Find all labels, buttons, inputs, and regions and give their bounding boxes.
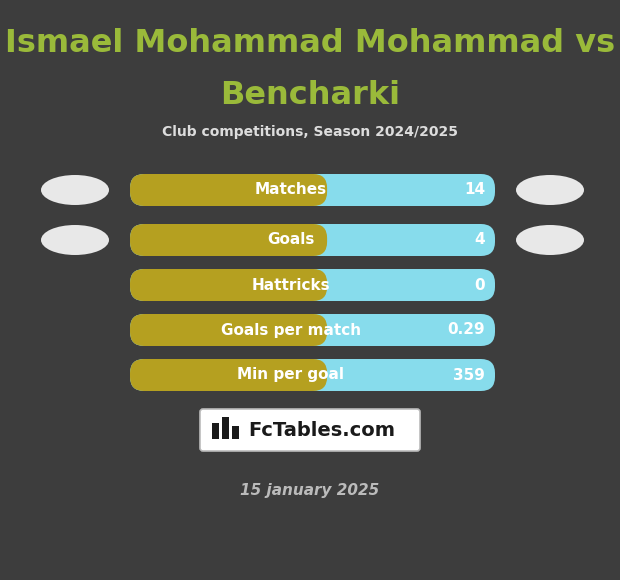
- Text: 15 january 2025: 15 january 2025: [241, 483, 379, 498]
- Text: 0: 0: [474, 277, 485, 292]
- Ellipse shape: [516, 225, 584, 255]
- Text: Goals per match: Goals per match: [221, 322, 361, 338]
- Text: Min per goal: Min per goal: [237, 368, 344, 382]
- Bar: [212, 423, 219, 439]
- FancyBboxPatch shape: [200, 409, 420, 451]
- Text: Club competitions, Season 2024/2025: Club competitions, Season 2024/2025: [162, 125, 458, 139]
- Text: Matches: Matches: [255, 183, 327, 198]
- Text: FcTables.com: FcTables.com: [248, 420, 395, 440]
- FancyBboxPatch shape: [130, 359, 327, 391]
- Ellipse shape: [41, 225, 109, 255]
- Ellipse shape: [516, 175, 584, 205]
- FancyBboxPatch shape: [130, 224, 495, 256]
- FancyBboxPatch shape: [130, 174, 327, 206]
- FancyBboxPatch shape: [130, 174, 495, 206]
- FancyBboxPatch shape: [130, 359, 495, 391]
- FancyBboxPatch shape: [130, 314, 495, 346]
- Text: Hattricks: Hattricks: [251, 277, 330, 292]
- FancyBboxPatch shape: [130, 269, 495, 301]
- Bar: [222, 417, 229, 439]
- Text: Ismael Mohammad Mohammad vs: Ismael Mohammad Mohammad vs: [5, 28, 615, 59]
- Text: Bencharki: Bencharki: [220, 80, 400, 111]
- Text: 0.29: 0.29: [448, 322, 485, 338]
- Text: 14: 14: [464, 183, 485, 198]
- Text: 359: 359: [453, 368, 485, 382]
- FancyBboxPatch shape: [130, 224, 327, 256]
- FancyBboxPatch shape: [130, 314, 327, 346]
- FancyBboxPatch shape: [130, 269, 327, 301]
- Text: 4: 4: [474, 233, 485, 248]
- Bar: [232, 426, 239, 439]
- Text: Goals: Goals: [267, 233, 314, 248]
- Ellipse shape: [41, 175, 109, 205]
